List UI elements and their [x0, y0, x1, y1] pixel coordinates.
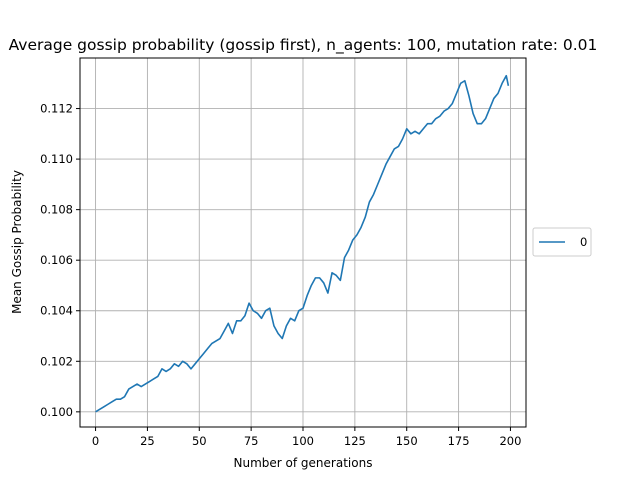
y-tick-label: 0.108: [40, 203, 73, 217]
x-tick-label: 0: [92, 434, 99, 448]
x-tick-label: 50: [192, 434, 207, 448]
series-line-0: [95, 74, 510, 413]
legend: 0: [532, 227, 592, 257]
x-tick-label: 25: [140, 434, 155, 448]
x-tick-label: 75: [244, 434, 259, 448]
x-axis-label: Number of generations: [234, 456, 373, 470]
x-tick-label: 200: [499, 434, 521, 448]
y-tick-label: 0.104: [40, 304, 73, 318]
y-tick-label: 0.110: [40, 152, 73, 166]
x-tick-label: 125: [344, 434, 366, 448]
series-layer: [95, 74, 510, 413]
legend-entry-label: 0: [580, 235, 587, 249]
y-axis-ticks: 0.100 0.102 0.104 0.106 0.108 0.110 0.112: [40, 102, 80, 419]
chart-title: Average gossip probability (gossip first…: [9, 36, 598, 55]
x-tick-label: 150: [396, 434, 418, 448]
x-axis-ticks: 0 25 50 75 100 125 150 175 200: [92, 427, 521, 448]
y-tick-label: 0.112: [40, 102, 73, 116]
x-tick-label: 100: [292, 434, 314, 448]
y-axis-label: Mean Gossip Probability: [10, 170, 24, 314]
y-tick-label: 0.100: [40, 405, 73, 419]
grid: [80, 58, 526, 427]
y-tick-label: 0.106: [40, 253, 73, 267]
x-tick-label: 175: [448, 434, 470, 448]
y-tick-label: 0.102: [40, 354, 73, 368]
